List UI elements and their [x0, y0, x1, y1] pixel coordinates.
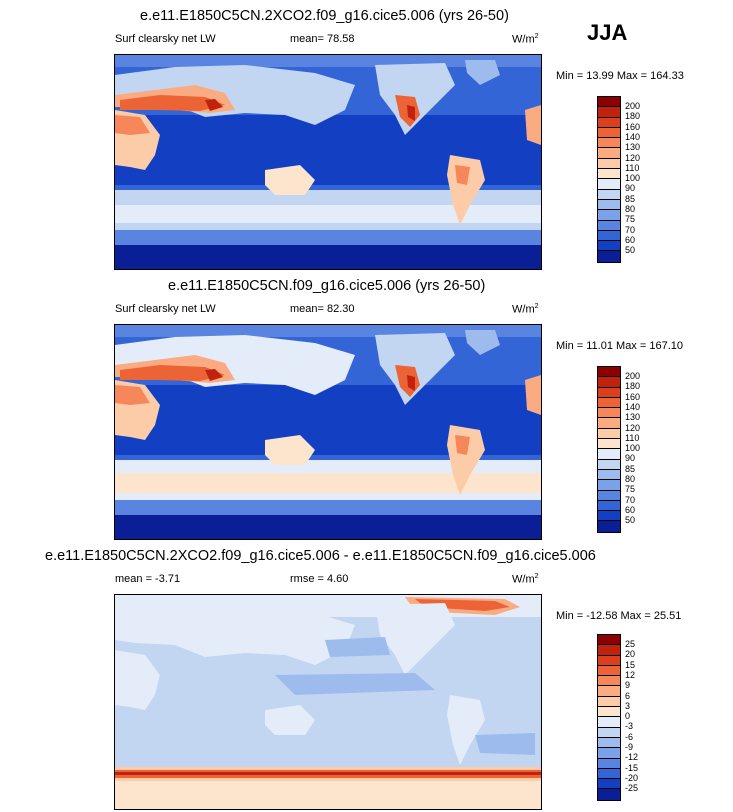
panel-1-cb-label: 90: [625, 183, 636, 194]
panel-3-cb-label: 12: [625, 669, 636, 680]
panel-2-map: [114, 324, 542, 540]
panel-1-cb-label: 100: [625, 173, 641, 184]
panel-1-cb-label: 200: [625, 101, 641, 111]
panel-3-rmse: rmse = 4.60: [290, 573, 349, 585]
panel-1-cb-label: 75: [625, 214, 636, 225]
panel-1-title: e.e11.E1850C5CN.2XCO2.f09_g16.cice5.006 …: [140, 8, 509, 24]
panel-3-cb-label: -6: [625, 731, 634, 742]
panel-3-cb-label: 3: [625, 700, 631, 711]
panel-3-cb-label: -25: [625, 783, 639, 794]
panel-1-cb-label: 60: [625, 234, 636, 245]
panel-1-cb-label: 110: [625, 162, 640, 173]
panel-2-cb-label: 50: [625, 515, 636, 526]
panel-3-title: e.e11.E1850C5CN.2XCO2.f09_g16.cice5.006 …: [45, 548, 596, 564]
season-label: JJA: [587, 20, 628, 45]
panel-1-cb-label: 180: [625, 111, 641, 122]
panel-3-mean: mean = -3.71: [115, 573, 181, 585]
panel-2-cb-label: 70: [625, 494, 636, 505]
panel-2-cb-label: 200: [625, 371, 641, 381]
panel-1-cb-label: 160: [625, 121, 641, 132]
panel-3-cb-label: -12: [625, 752, 639, 763]
panel-2-cb-label: 85: [625, 463, 636, 474]
panel-1-cb-label: 120: [625, 152, 641, 163]
panel-3-cb-label: -15: [625, 762, 639, 773]
panel-1-cb-label: 80: [625, 204, 636, 214]
panel-3-cb-label: 15: [625, 659, 636, 670]
panel-2-variable: Surf clearsky net LW: [115, 303, 216, 315]
panel-3-units: W/m2: [512, 573, 539, 586]
panel-2-minmax: Min = 11.01 Max = 167.10: [556, 340, 683, 352]
panel-1-variable: Surf clearsky net LW: [115, 33, 216, 45]
panel-3-cb-label: 9: [625, 680, 631, 691]
panel-3-colorbar: [597, 634, 621, 801]
panel-2-cb-label: 75: [625, 484, 636, 495]
panel-3-cb-label: 0: [625, 711, 631, 722]
panel-1-cb-label: 130: [625, 142, 641, 153]
panel-2-cb-label: 60: [625, 504, 636, 515]
panel-3-cb-label: -9: [625, 742, 634, 752]
panel-2-cb-label: 180: [625, 381, 641, 392]
panel-2-cb-label: 80: [625, 474, 636, 484]
panel-2-cb-label: 160: [625, 391, 641, 402]
panel-1-colorbar: [597, 96, 621, 263]
panel-3-cb-label: -3: [625, 721, 634, 732]
panel-1-cb-label: 140: [625, 131, 641, 142]
panel-2-cb-label: 90: [625, 453, 636, 464]
panel-1-minmax: Min = 13.99 Max = 164.33: [556, 70, 684, 82]
panel-1-units: W/m2: [512, 33, 539, 46]
panel-1-cb-label: 85: [625, 193, 636, 204]
panel-3-cb-label: 6: [625, 690, 631, 701]
panel-1-mean: mean= 78.58: [290, 33, 355, 45]
panel-2-cb-label: 140: [625, 401, 641, 412]
panel-2-cb-label: 100: [625, 443, 641, 454]
panel-2-cb-label: 110: [625, 432, 640, 443]
panel-3-map: [114, 594, 542, 810]
panel-2-colorbar: [597, 366, 621, 533]
panel-1-cb-label: 70: [625, 224, 636, 235]
panel-3-cb-label: 20: [625, 649, 636, 660]
panel-3-cb-label: -20: [625, 772, 639, 783]
panel-2-units: W/m2: [512, 303, 539, 316]
panel-2-cb-label: 120: [625, 422, 641, 433]
panel-3-minmax: Min = -12.58 Max = 25.51: [556, 610, 682, 622]
panel-1-cb-label: 50: [625, 245, 636, 256]
panel-2-cb-label: 130: [625, 412, 641, 423]
panel-2-title: e.e11.E1850C5CN.f09_g16.cice5.006 (yrs 2…: [168, 278, 486, 294]
panel-2-mean: mean= 82.30: [290, 303, 355, 315]
panel-1-map: [114, 54, 542, 270]
panel-3-cb-label: 25: [625, 639, 636, 649]
